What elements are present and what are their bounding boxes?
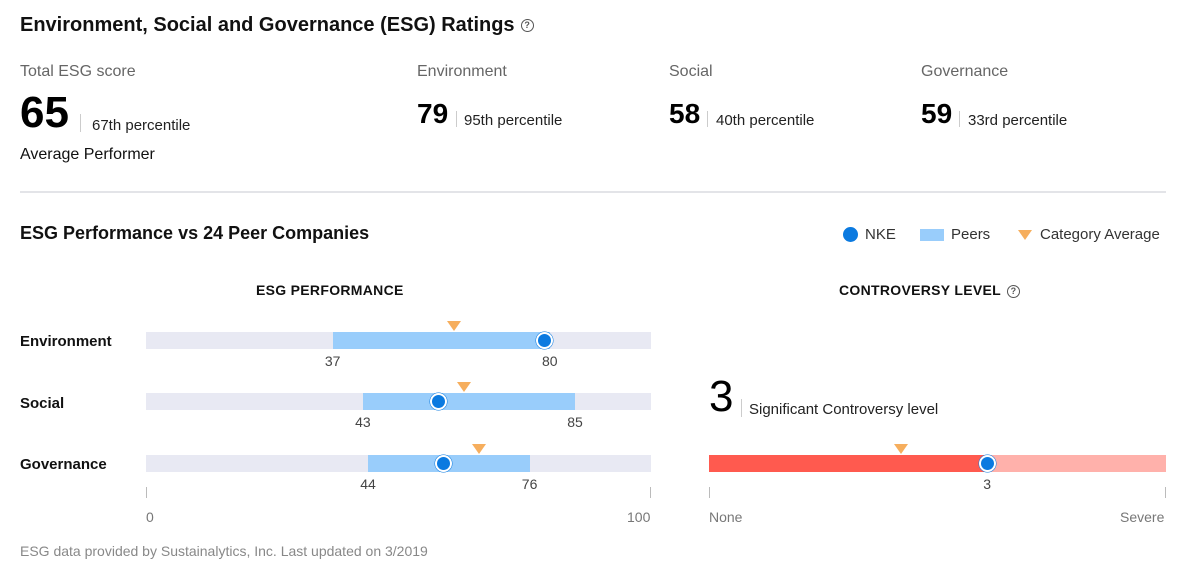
legend-nke: NKE	[843, 226, 896, 243]
axis-tick	[650, 487, 651, 498]
performance-track	[146, 332, 651, 349]
peer-min-label: 44	[360, 476, 376, 492]
peers-swatch-icon	[920, 228, 944, 241]
row-label: Governance	[20, 456, 107, 473]
peer-min-label: 37	[324, 353, 341, 369]
social-percentile: 40th percentile	[716, 112, 815, 129]
governance-percentile: 33rd percentile	[968, 112, 1068, 129]
category-average-marker	[893, 444, 908, 454]
controversy-heading: CONTROVERSY LEVEL?	[839, 282, 1020, 298]
divider-line	[80, 114, 81, 132]
peer-max-label: 85	[567, 414, 583, 430]
peer-range-bar	[363, 393, 576, 410]
social-label: Social	[669, 63, 713, 80]
axis-tick	[709, 487, 710, 498]
governance-score: 59	[921, 98, 953, 129]
category-average-marker	[457, 382, 472, 392]
environment-percentile: 95th percentile	[464, 112, 563, 129]
peer-max-label: 76	[521, 476, 538, 492]
legend-peers-label: Peers	[951, 226, 991, 243]
axis-min-label: 0	[146, 509, 154, 525]
peer-range-bar	[332, 332, 550, 349]
performance-track	[146, 393, 651, 410]
controversy-min-label: None	[709, 509, 743, 525]
peer-min-label: 43	[355, 414, 371, 430]
controversy-heading-text: CONTROVERSY LEVEL	[839, 282, 1001, 298]
controversy-max-label: Severe	[1120, 509, 1165, 525]
divider-line	[959, 111, 960, 127]
legend-peers: Peers	[920, 226, 990, 243]
total-esg-value: 65	[20, 88, 69, 137]
axis-tick	[1165, 487, 1166, 498]
nke-dot-icon	[843, 227, 858, 242]
triangle-down-icon	[1018, 229, 1032, 240]
divider-line	[456, 111, 457, 127]
legend-category-average: Category Average	[1018, 226, 1160, 243]
question-circle-icon[interactable]: ?	[1006, 284, 1020, 298]
legend-category-average-label: Category Average	[1040, 226, 1160, 243]
controversy-value-label: 3	[983, 476, 991, 492]
divider-line	[741, 399, 742, 417]
category-average-marker	[447, 321, 462, 331]
controversy-description: Significant Controversy level	[749, 401, 939, 418]
esg-performance-heading: ESG PERFORMANCE	[256, 282, 404, 298]
section-divider	[20, 191, 1166, 193]
controversy-bar: 3	[709, 444, 1166, 492]
row-label: Social	[20, 395, 65, 412]
question-circle-icon[interactable]: ?	[520, 19, 534, 33]
nke-marker[interactable]	[978, 455, 996, 472]
row-label: Environment	[20, 333, 112, 350]
performance-track	[146, 455, 651, 472]
axis-max-label: 100	[627, 509, 651, 525]
nke-marker[interactable]	[536, 332, 554, 349]
footer-note: ESG data provided by Sustainalytics, Inc…	[20, 543, 428, 559]
total-esg-percentile: 67th percentile	[92, 117, 191, 134]
category-average-marker	[472, 444, 487, 454]
peer-max-label: 80	[542, 353, 558, 369]
nke-marker[interactable]	[435, 455, 453, 472]
total-esg-label: Total ESG score	[20, 63, 136, 80]
divider-line	[707, 111, 708, 127]
governance-label: Governance	[921, 63, 1009, 80]
controversy-bar-fill	[709, 455, 988, 472]
nke-marker[interactable]	[430, 393, 448, 410]
performer-label: Average Performer	[20, 146, 155, 163]
performance-title: ESG Performance vs 24 Peer Companies	[20, 223, 370, 243]
controversy-value: 3	[709, 372, 734, 421]
environment-score: 79	[417, 98, 449, 129]
legend-nke-label: NKE	[865, 226, 896, 243]
environment-label: Environment	[417, 63, 507, 80]
social-score: 58	[669, 98, 701, 129]
page-title-text: Environment, Social and Governance (ESG)…	[20, 14, 515, 36]
axis-tick	[146, 487, 147, 498]
page-title: Environment, Social and Governance (ESG)…	[20, 14, 534, 37]
